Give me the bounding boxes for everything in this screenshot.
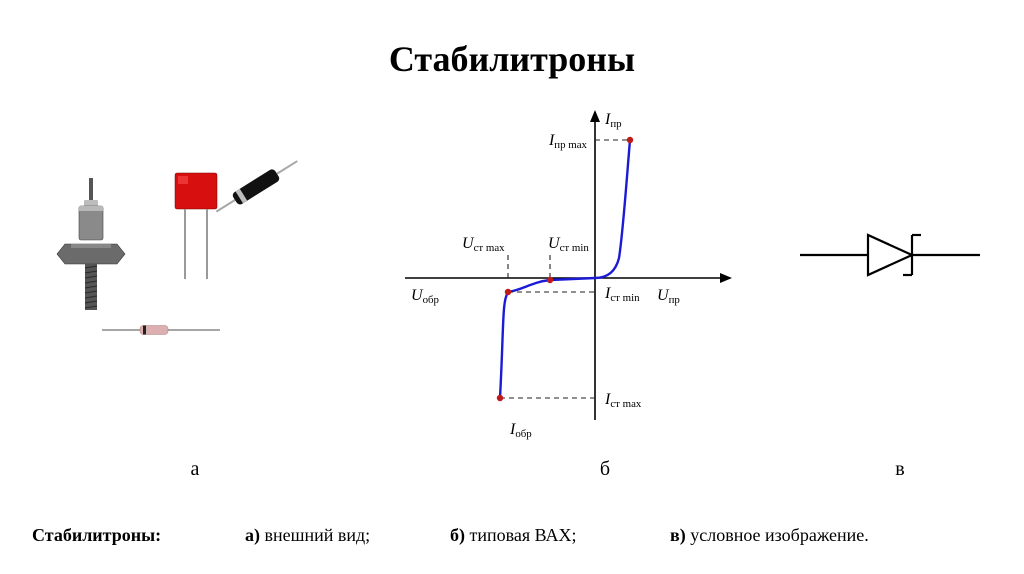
caption-c-bold: в) — [670, 525, 686, 545]
svg-text:Iобр: Iобр — [509, 421, 532, 440]
caption-main: Стабилитроны: — [32, 525, 161, 546]
panel-c-symbol — [800, 215, 980, 295]
caption-c: в) условное изображение. — [670, 525, 869, 546]
svg-text:Uст max: Uст max — [462, 235, 505, 254]
svg-text:Uпр: Uпр — [657, 287, 680, 306]
svg-text:Iпр max: Iпр max — [548, 132, 588, 151]
panel-a-appearance — [45, 145, 345, 395]
caption-a: а) внешний вид; — [245, 525, 370, 546]
caption-b-text: типовая ВАХ; — [465, 525, 577, 545]
page-title: Стабилитроны — [0, 38, 1024, 80]
svg-text:Iпр: Iпр — [604, 111, 622, 130]
iv-curve-svg: Iпр Iпр max Uст max Uст min Uобр Iст min Uпр Iс… — [380, 100, 760, 450]
caption-a-text: внешний вид; — [260, 525, 370, 545]
zener-symbol-svg — [800, 215, 980, 295]
svg-text:Uст min: Uст min — [548, 235, 589, 254]
sublabel-c: в — [880, 458, 920, 481]
sublabel-b: б — [585, 458, 625, 481]
caption-b: б) типовая ВАХ; — [450, 525, 577, 546]
panel-b-iv-curve: Iпр Iпр max Uст max Uст min Uобр Iст min Uпр Iс… — [380, 100, 760, 450]
sublabel-a: а — [175, 458, 215, 481]
svg-text:Iст max: Iст max — [604, 391, 642, 410]
caption-a-bold: а) — [245, 525, 260, 545]
svg-text:Uобр: Uобр — [411, 287, 440, 306]
components-svg — [45, 145, 345, 395]
svg-text:Iст min: Iст min — [604, 285, 640, 304]
caption-c-text: условное изображение. — [686, 525, 869, 545]
caption-b-bold: б) — [450, 525, 465, 545]
